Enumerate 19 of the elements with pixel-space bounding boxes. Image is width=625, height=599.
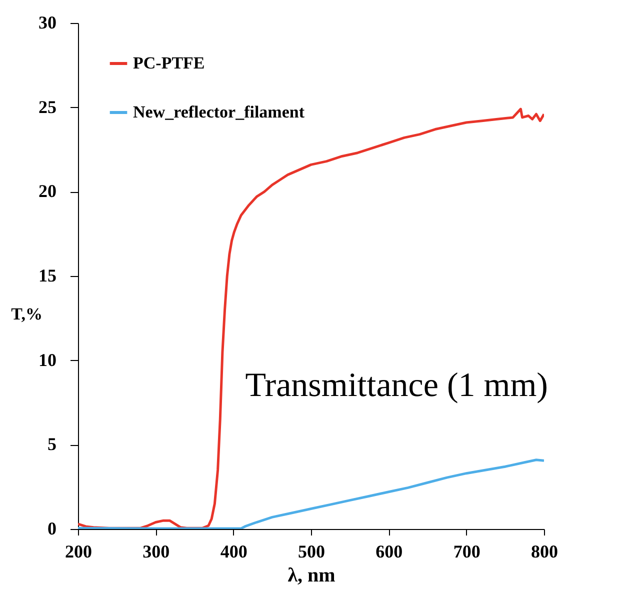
y-tick-label: 5 bbox=[48, 434, 56, 454]
x-tick-label: 500 bbox=[298, 542, 325, 562]
x-tick-label: 300 bbox=[142, 542, 170, 562]
x-tick-label: 400 bbox=[220, 542, 248, 562]
y-tick-label: 10 bbox=[38, 350, 56, 370]
y-tick-label: 20 bbox=[38, 181, 56, 202]
x-tick-label: 200 bbox=[65, 542, 92, 562]
y-tick-label: 15 bbox=[38, 266, 56, 286]
y-tick-label: 25 bbox=[38, 96, 56, 117]
x-axis-title: λ, nm bbox=[288, 564, 336, 586]
y-tick-label: 0 bbox=[48, 518, 56, 538]
y-axis-title: T,% bbox=[11, 304, 42, 324]
y-tick-label: 30 bbox=[38, 12, 56, 32]
x-tick-label: 800 bbox=[531, 542, 558, 562]
annotation: Transmittance (1 mm) bbox=[245, 367, 548, 404]
legend-label: PC-PTFE bbox=[133, 54, 205, 72]
legend-label: New_reflector_filament bbox=[133, 102, 305, 122]
x-tick-label: 700 bbox=[453, 542, 480, 562]
x-tick-label: 600 bbox=[376, 542, 403, 562]
